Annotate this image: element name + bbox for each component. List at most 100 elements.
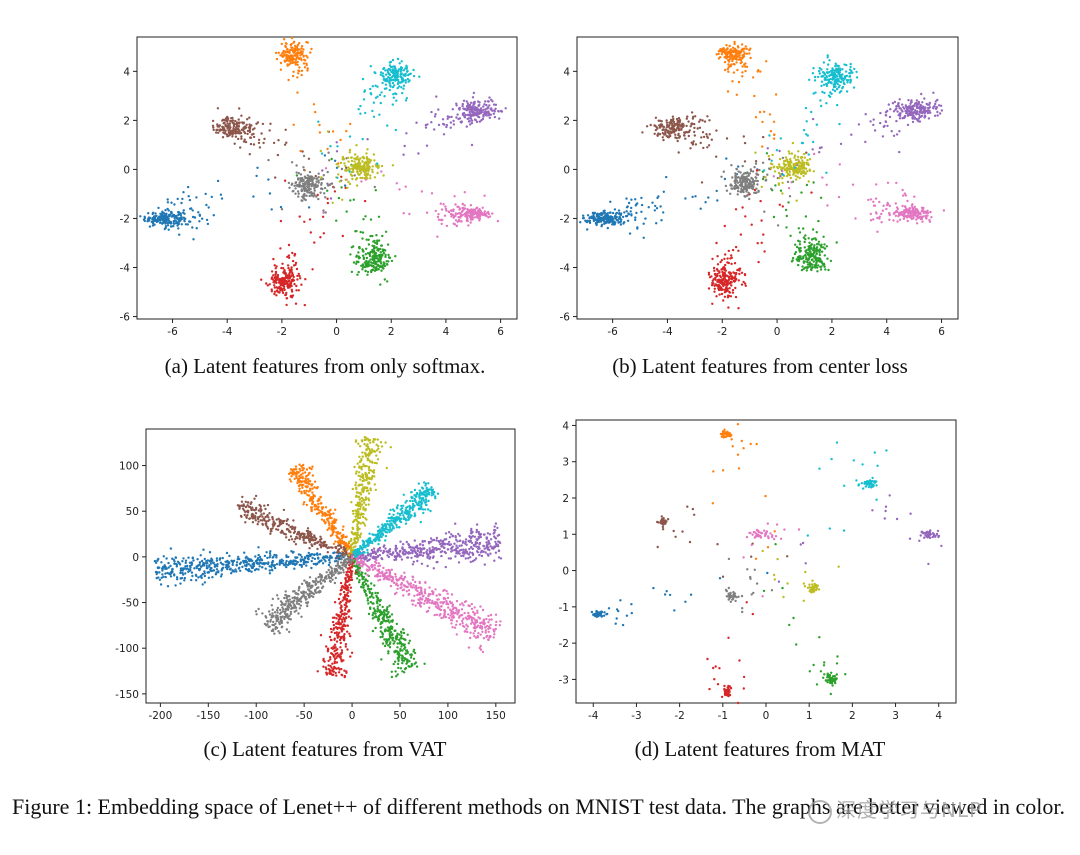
point [880, 221, 883, 224]
point [805, 120, 808, 123]
point [802, 152, 806, 156]
point [793, 171, 796, 174]
point [463, 204, 466, 207]
point [737, 58, 741, 61]
point [272, 274, 275, 277]
point [297, 192, 300, 195]
point [833, 83, 837, 86]
point [374, 84, 377, 87]
point [834, 69, 838, 72]
point [893, 211, 896, 214]
point [293, 40, 296, 43]
point [920, 216, 923, 219]
point [635, 211, 638, 215]
point [875, 183, 878, 186]
point [744, 65, 747, 68]
point [257, 568, 260, 571]
point [190, 578, 193, 582]
point [897, 101, 900, 105]
point [308, 175, 311, 178]
point [809, 254, 812, 257]
point [756, 70, 759, 73]
point [326, 170, 329, 174]
point [728, 282, 732, 285]
point [754, 151, 757, 154]
point [803, 156, 806, 159]
point [627, 201, 631, 205]
point [909, 102, 912, 106]
point [734, 55, 737, 58]
point [582, 216, 585, 220]
point [437, 123, 441, 127]
point [238, 107, 241, 110]
point [365, 156, 369, 159]
point [474, 119, 477, 122]
point [283, 269, 286, 272]
point [742, 172, 746, 175]
point [198, 561, 202, 564]
point [889, 108, 892, 111]
point [778, 157, 782, 161]
point [452, 216, 455, 219]
point [905, 110, 908, 113]
point [191, 556, 194, 560]
point [232, 122, 235, 125]
plot-frame-b [576, 36, 959, 320]
point [391, 103, 394, 106]
point [165, 557, 168, 560]
point [353, 174, 356, 177]
point [233, 142, 236, 145]
point [890, 130, 893, 133]
point [369, 177, 372, 180]
point [916, 110, 919, 113]
point [806, 253, 810, 256]
point [245, 123, 248, 127]
point [434, 209, 437, 213]
point [346, 186, 349, 189]
point [761, 120, 764, 124]
point [268, 192, 272, 195]
point [808, 168, 811, 171]
point [727, 306, 730, 309]
point [720, 288, 723, 291]
point [187, 568, 191, 571]
point [817, 240, 821, 243]
point [430, 121, 433, 124]
point [800, 166, 803, 169]
point [933, 105, 936, 108]
point [405, 97, 408, 100]
point [769, 166, 773, 170]
point [183, 212, 186, 215]
point [308, 183, 311, 186]
point [841, 85, 845, 89]
point [332, 186, 336, 189]
point [300, 555, 303, 559]
point [690, 111, 694, 114]
point [716, 269, 719, 272]
point [308, 194, 311, 198]
point [618, 217, 621, 220]
point [247, 558, 250, 561]
point [393, 84, 396, 87]
point [653, 209, 656, 212]
point [399, 73, 402, 76]
point [907, 113, 910, 116]
point [301, 480, 304, 483]
point [883, 124, 886, 128]
point [292, 559, 295, 562]
point [424, 123, 428, 127]
point [262, 141, 265, 145]
point [203, 581, 207, 584]
point [323, 192, 326, 195]
point [625, 210, 628, 213]
point [908, 106, 912, 110]
point [634, 218, 637, 222]
point [321, 169, 324, 172]
point [317, 497, 321, 501]
point [335, 141, 338, 144]
point [237, 555, 240, 559]
point [804, 254, 807, 257]
point [793, 252, 797, 256]
point [285, 559, 288, 563]
point [825, 71, 829, 74]
